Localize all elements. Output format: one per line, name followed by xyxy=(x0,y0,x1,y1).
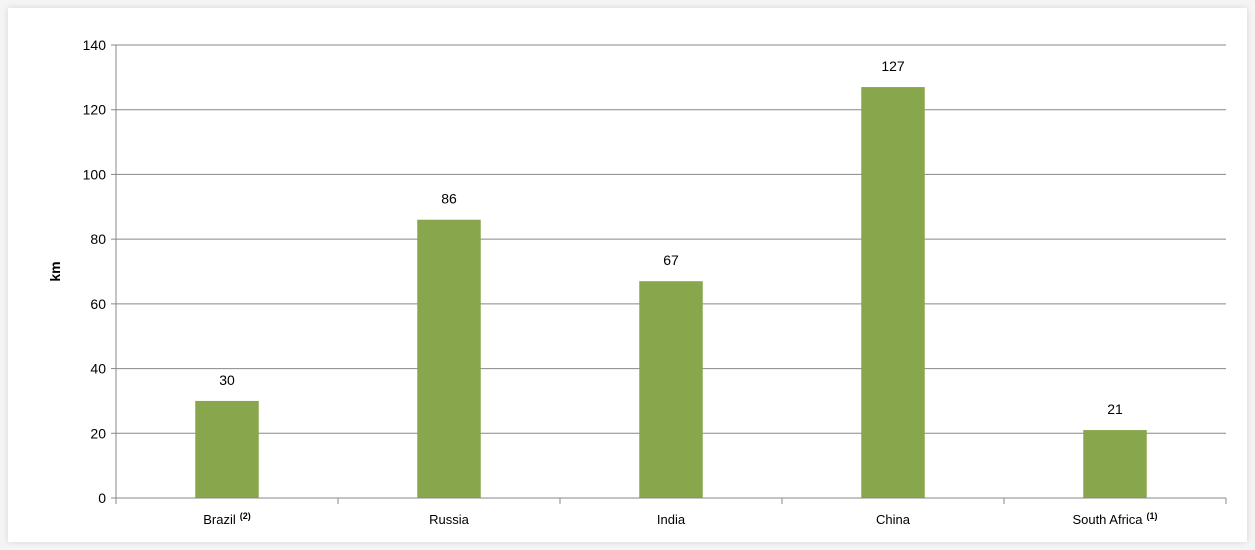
bars xyxy=(195,87,1147,499)
y-axis-title: km xyxy=(47,261,63,281)
bar-south-africa xyxy=(1083,430,1147,498)
axes xyxy=(111,44,1227,504)
footnote-marker: (1) xyxy=(1147,511,1158,521)
data-label: 30 xyxy=(219,372,235,388)
data-label: 21 xyxy=(1107,401,1123,417)
bar-china xyxy=(861,87,925,499)
data-labels: 30 86 67 127 21 xyxy=(219,58,1123,417)
data-label: 127 xyxy=(881,58,905,74)
bar-india xyxy=(639,281,703,498)
y-tick-label: 0 xyxy=(98,490,106,506)
data-label: 67 xyxy=(663,252,679,268)
y-tick-label: 80 xyxy=(90,231,106,247)
bar-brazil xyxy=(195,400,259,498)
y-tick-label: 140 xyxy=(83,37,107,53)
y-tick-label: 60 xyxy=(90,296,106,312)
bar-russia xyxy=(417,219,481,498)
y-tick-label: 40 xyxy=(90,361,106,377)
footnote-marker: (2) xyxy=(240,511,251,521)
x-tick-label: South Africa (1) xyxy=(1072,511,1157,527)
x-tick-label: China xyxy=(876,512,911,527)
x-tick-labels: Brazil (2) Russia India China South Africa (1) xyxy=(203,511,1157,527)
x-tick-label: Brazil (2) xyxy=(203,511,251,527)
y-tick-label: 120 xyxy=(83,102,107,118)
x-tick-label: India xyxy=(657,512,686,527)
y-tick-labels: 0 20 40 60 80 100 120 140 xyxy=(83,37,107,506)
y-tick-label: 100 xyxy=(83,166,107,182)
bar-chart: 0 20 40 60 80 100 120 140 30 86 67 127 21 Brazil (2)… xyxy=(47,37,1227,527)
x-tick-label: Russia xyxy=(429,512,470,527)
data-label: 86 xyxy=(441,191,457,207)
y-tick-label: 20 xyxy=(90,425,106,441)
chart-card: 0 20 40 60 80 100 120 140 30 86 67 127 21 Brazil (2)… xyxy=(8,8,1247,542)
